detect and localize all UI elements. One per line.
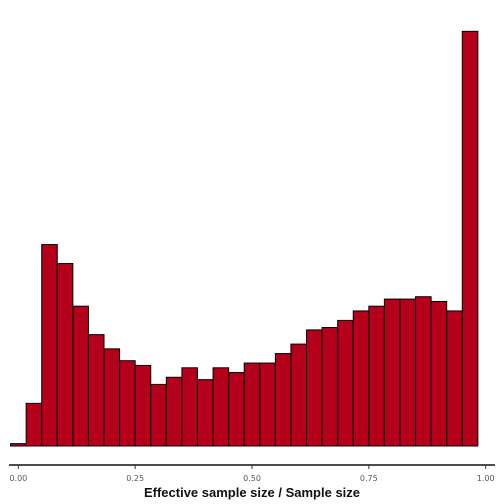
x-tick-label: 1.00	[477, 474, 495, 483]
histogram-bar	[446, 310, 463, 447]
histogram-bar	[103, 348, 121, 447]
histogram-bar	[243, 362, 261, 447]
histogram-bar	[212, 367, 230, 447]
histogram-bar	[430, 300, 448, 447]
histogram-bar	[72, 305, 89, 447]
histogram-bar	[10, 443, 27, 447]
histogram-bar	[383, 298, 401, 447]
histogram-bar	[56, 263, 74, 447]
histogram-bar	[150, 383, 167, 447]
histogram-bar	[165, 376, 183, 447]
histogram-bar	[415, 296, 432, 447]
histogram-bar	[321, 327, 339, 447]
x-tick-label: 0.25	[126, 474, 144, 483]
histogram-bar	[399, 298, 417, 447]
histogram-bar	[352, 310, 370, 447]
histogram-bars	[10, 30, 479, 447]
histogram-bar	[368, 305, 385, 447]
x-axis-ticks: 0.00 0.25 0.50 0.75 1.00	[9, 465, 495, 483]
histogram-bar	[228, 372, 245, 447]
histogram-bar	[461, 30, 479, 447]
histogram-bar	[41, 244, 58, 447]
histogram-bar	[134, 364, 152, 447]
histogram-bar	[306, 329, 323, 447]
histogram-bar	[259, 362, 276, 447]
histogram-bar	[196, 379, 214, 447]
histogram-bar	[274, 353, 292, 447]
histogram-bar	[290, 343, 307, 447]
x-axis-title: Effective sample size / Sample size	[144, 485, 360, 500]
histogram-bar	[25, 402, 43, 447]
histogram-bar	[87, 334, 105, 447]
histogram-bar	[119, 360, 136, 447]
histogram-bar	[181, 367, 198, 447]
x-tick-label: 0.75	[360, 474, 378, 483]
histogram-bar	[337, 319, 354, 447]
x-tick-label: 0.50	[243, 474, 261, 483]
x-tick-label: 0.00	[9, 474, 27, 483]
